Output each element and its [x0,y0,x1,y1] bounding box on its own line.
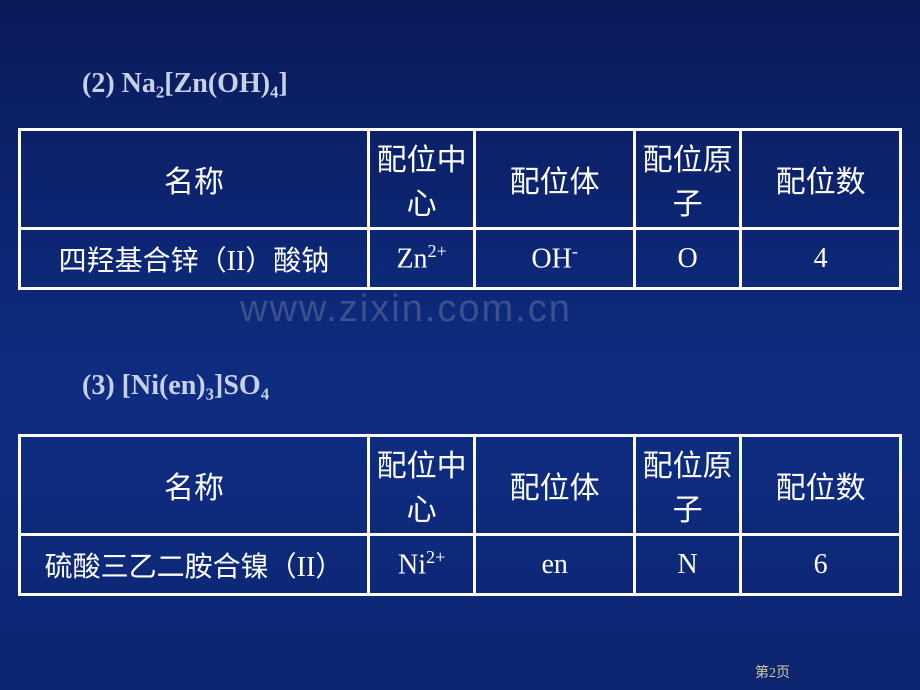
table-1: 名称 配位中心 配位体 配位原子 配位数 四羟基合锌（II）酸钠 Zn2+ OH… [18,128,902,290]
ion-charge: 2+ [428,241,447,261]
header-num: 配位数 [741,130,901,229]
cell-name: 硫酸三乙二胺合镍（II） [20,535,369,595]
cell-num: 6 [741,535,901,595]
header-ligand: 配位体 [475,436,635,535]
header-atom: 配位原子 [634,436,740,535]
header-center: 配位中心 [368,130,474,229]
header-num: 配位数 [741,436,901,535]
cell-num: 4 [741,229,901,289]
table-row: 名称 配位中心 配位体 配位原子 配位数 [20,130,901,229]
ion-text: Ni [398,550,426,581]
cell-atom: O [634,229,740,289]
page-number: 第2页 [755,662,790,682]
header-name: 名称 [20,436,369,535]
ligand-charge: - [572,241,578,261]
ion-charge: 2+ [426,547,445,567]
table-row: 名称 配位中心 配位体 配位原子 配位数 [20,436,901,535]
cell-name: 四羟基合锌（II）酸钠 [20,229,369,289]
header-ligand: 配位体 [475,130,635,229]
table-row: 四羟基合锌（II）酸钠 Zn2+ OH- O 4 [20,229,901,289]
formula-1: (2) Na₂[Zn(OH)₄] [82,68,288,100]
header-center: 配位中心 [368,436,474,535]
cell-ligand: en [475,535,635,595]
ion-text: Zn [396,244,427,275]
formula-2: (3) [Ni(en)₃]SO₄ [82,370,269,402]
cell-ligand: OH- [475,229,635,289]
cell-atom: N [634,535,740,595]
watermark: www.zixin.com.cn [240,288,572,331]
header-name: 名称 [20,130,369,229]
cell-center: Zn2+ [368,229,474,289]
cell-center: Ni2+ [368,535,474,595]
table-row: 硫酸三乙二胺合镍（II） Ni2+ en N 6 [20,535,901,595]
ligand-text: OH [531,244,571,275]
header-atom: 配位原子 [634,130,740,229]
table-2: 名称 配位中心 配位体 配位原子 配位数 硫酸三乙二胺合镍（II） Ni2+ e… [18,434,902,596]
